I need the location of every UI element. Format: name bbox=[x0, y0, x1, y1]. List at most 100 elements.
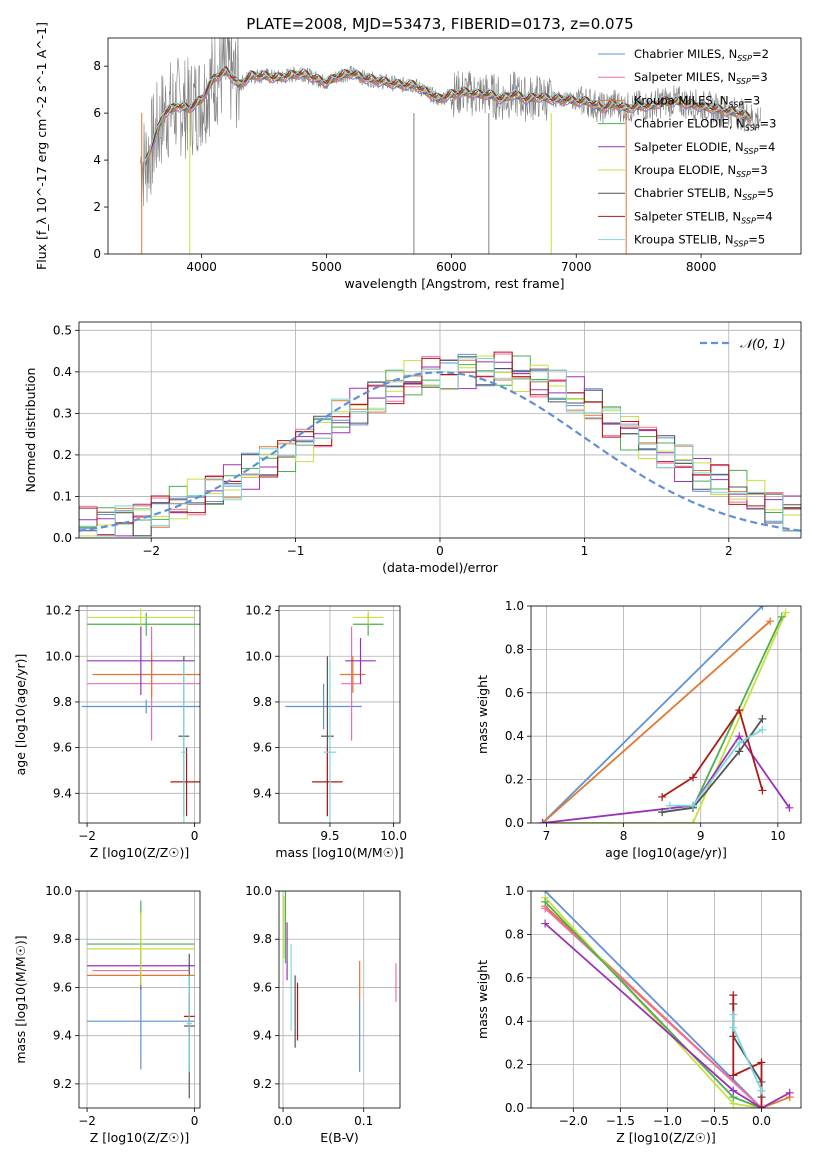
plus-marker bbox=[785, 1088, 794, 1097]
x-tick-label: 8000 bbox=[686, 260, 717, 274]
x-tick-label: 0.0 bbox=[273, 1114, 292, 1128]
x-tick-label: −1.0 bbox=[653, 1114, 682, 1128]
y-tick-label: 0.5 bbox=[53, 323, 72, 337]
x-tick-label: 10 bbox=[770, 829, 785, 843]
weight-line bbox=[544, 891, 763, 1108]
legend-entry: Salpeter MILES, NSSP=3 bbox=[634, 70, 768, 86]
plus-marker bbox=[729, 1086, 738, 1095]
x-tick-label: 8 bbox=[620, 829, 628, 843]
y-tick-label: 2 bbox=[93, 200, 101, 214]
x-tick-label: 0.1 bbox=[354, 1114, 373, 1128]
x-tick-label: −2 bbox=[78, 829, 96, 843]
model-line bbox=[145, 67, 751, 161]
y-tick-label: 10.2 bbox=[45, 604, 72, 618]
weight-line bbox=[732, 1014, 763, 1091]
errorbar-point bbox=[345, 637, 376, 684]
errorbar-point bbox=[92, 651, 200, 698]
y-axis-label: Normed distribution bbox=[23, 368, 38, 493]
x-tick-label: −0.5 bbox=[700, 1114, 729, 1128]
plus-marker bbox=[729, 1010, 738, 1019]
weight-line bbox=[544, 922, 791, 1108]
model-line bbox=[145, 66, 752, 159]
weight-line bbox=[541, 606, 764, 823]
panel-spectrum: 4000 5000 6000 7000 8000 0 2 4 6 8 wavelength [Ang… bbox=[34, 22, 802, 291]
plus-marker bbox=[735, 747, 744, 756]
x-tick-label: 7000 bbox=[561, 260, 592, 274]
y-axis-label: age [log10(age/yr)] bbox=[13, 654, 28, 776]
panel-weight-vs-age: 7 8 9 10 0.0 0.2 0.4 0.6 0.8 1.0 age [log10(age/yr… bbox=[475, 599, 802, 860]
axes-frame bbox=[78, 321, 802, 539]
y-tick-label: 10.0 bbox=[245, 649, 272, 663]
x-tick-label: 0 bbox=[191, 829, 199, 843]
y-tick-label: 0.6 bbox=[505, 971, 524, 985]
y-tick-label: 6 bbox=[93, 106, 101, 120]
errorbar-point bbox=[181, 660, 187, 823]
y-tick-label: 9.6 bbox=[253, 980, 272, 994]
x-axis-label: Z [log10(Z/Z☉)] bbox=[90, 1130, 190, 1145]
legend-entry: Salpeter ELODIE, NSSP=4 bbox=[634, 140, 775, 156]
plus-marker bbox=[766, 617, 775, 626]
axes-frame bbox=[78, 890, 201, 1109]
x-tick-label: −1.5 bbox=[606, 1114, 635, 1128]
plus-marker bbox=[658, 808, 667, 817]
legend-entry: Kroupa ELODIE, NSSP=3 bbox=[634, 163, 768, 179]
normal-curve bbox=[79, 371, 801, 532]
y-tick-label: 9.4 bbox=[253, 786, 272, 800]
y-tick-label: 0.2 bbox=[505, 773, 524, 787]
weight-line bbox=[544, 905, 791, 1108]
x-tick-label: 7 bbox=[543, 829, 551, 843]
y-tick-label: 0.4 bbox=[505, 1014, 524, 1028]
errorbar-point bbox=[341, 626, 362, 741]
y-tick-label: 9.6 bbox=[53, 741, 72, 755]
weight-line bbox=[669, 728, 763, 807]
x-tick-label: 9 bbox=[697, 829, 705, 843]
x-tick-label: −2.0 bbox=[559, 1114, 588, 1128]
x-tick-label: −2 bbox=[78, 1114, 96, 1128]
plus-marker bbox=[729, 1071, 738, 1080]
y-tick-label: 0.2 bbox=[53, 448, 72, 462]
axes-frame bbox=[107, 37, 802, 255]
y-axis-label: mass weight bbox=[475, 675, 490, 754]
plot-area bbox=[140, 38, 762, 254]
x-axis-label: Z [log10(Z/Z☉)] bbox=[90, 845, 190, 860]
x-tick-label: 5000 bbox=[311, 260, 342, 274]
plus-marker bbox=[689, 819, 697, 823]
weight-line bbox=[544, 907, 763, 1108]
x-tick-label: 0 bbox=[191, 1114, 199, 1128]
y-tick-label: 0.0 bbox=[53, 531, 72, 545]
y-tick-label: 0.4 bbox=[53, 365, 72, 379]
y-tick-label: 0.2 bbox=[505, 1058, 524, 1072]
plot-area bbox=[79, 891, 200, 1108]
errorbar-point bbox=[87, 608, 195, 627]
x-axis-label: mass [log10(M/M☉)] bbox=[275, 845, 403, 860]
x-tick-label: −1 bbox=[287, 544, 305, 558]
weight-line bbox=[542, 612, 787, 823]
errorbar-point bbox=[170, 747, 200, 817]
y-tick-label: 9.2 bbox=[53, 1077, 72, 1091]
weight-line bbox=[661, 718, 764, 813]
y-tick-label: 0.4 bbox=[505, 729, 524, 743]
panel-age-vs-Z: −2 0 9.4 9.6 9.8 10.0 10.2 Z [log10(Z/Z☉)] age [… bbox=[13, 604, 201, 860]
errorbar-point bbox=[352, 610, 384, 625]
y-tick-label: 0.1 bbox=[53, 489, 72, 503]
y-axis-label: Flux [f_λ 10^-17 erg cm^-2 s^-1 A^-1] bbox=[34, 22, 49, 270]
axes-frame bbox=[530, 890, 802, 1109]
axes-frame bbox=[530, 605, 802, 824]
y-tick-label: 1.0 bbox=[505, 884, 524, 898]
errorbar-point bbox=[87, 612, 200, 636]
plus-marker bbox=[785, 803, 794, 812]
x-tick-label: 2 bbox=[725, 544, 733, 558]
y-axis-label: mass [log10(M/M☉)] bbox=[13, 935, 28, 1063]
panel-mass-vs-Z: −2 0 9.2 9.4 9.6 9.8 10.0 Z [log10(Z/Z☉)] mass [… bbox=[13, 884, 201, 1145]
y-tick-label: 9.8 bbox=[253, 695, 272, 709]
weight-line bbox=[661, 708, 764, 798]
plus-marker bbox=[757, 1104, 766, 1108]
plot-area bbox=[531, 606, 801, 823]
plus-marker bbox=[758, 714, 767, 723]
x-axis-label: Z [log10(Z/Z☉)] bbox=[616, 1130, 716, 1145]
y-tick-label: 8 bbox=[93, 59, 101, 73]
legend-entry: Chabrier STELIB, NSSP=5 bbox=[634, 186, 774, 202]
y-axis-label: mass weight bbox=[475, 960, 490, 1039]
y-tick-label: 0 bbox=[93, 247, 101, 261]
